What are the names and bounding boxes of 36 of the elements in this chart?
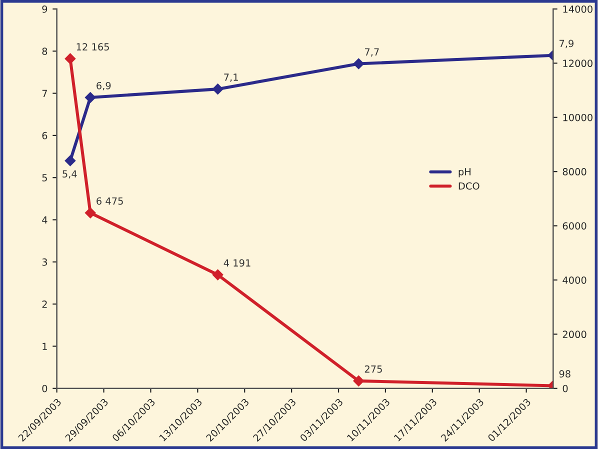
y-tick-label: 7 — [42, 90, 47, 97]
y2-tick-label: 2000 — [562, 330, 586, 338]
data-label: 7,9 — [560, 40, 574, 48]
data-label: 98 — [559, 370, 570, 378]
y2-tick-label: 14000 — [563, 5, 592, 13]
y-tick-label: 8 — [42, 48, 48, 55]
y2-tick-label: 12000 — [563, 60, 592, 68]
data-label: 7,7 — [364, 48, 379, 57]
y-tick-label: 0 — [42, 384, 48, 392]
y-tick-label: 6 — [42, 132, 48, 140]
data-label: 5,4 — [62, 170, 77, 179]
y-tick-label: 5 — [42, 174, 47, 182]
y-tick-label: 1 — [42, 342, 47, 350]
data-label: 12 165 — [76, 43, 109, 51]
data-label: 7,1 — [224, 74, 238, 82]
point — [212, 269, 224, 280]
data-label: 6,9 — [96, 82, 111, 90]
legend-label: DCO — [458, 182, 480, 190]
y2-tick-label: 8000 — [562, 168, 586, 176]
y2-tick-label: 4000 — [562, 276, 586, 284]
data-label: 4 191 — [224, 259, 250, 267]
point — [84, 92, 96, 103]
data-label: 6 475 — [96, 197, 123, 205]
point — [212, 84, 224, 95]
y2-tick-label: 0 — [562, 384, 568, 392]
point — [84, 207, 96, 218]
legend-label: pH — [458, 168, 470, 178]
y2-tick-label: 6000 — [562, 222, 586, 230]
y-tick-label: 3 — [42, 258, 48, 266]
data-label: 275 — [364, 365, 382, 373]
y2-tick-label: 10000 — [563, 114, 592, 122]
point — [64, 155, 76, 166]
point — [64, 53, 76, 64]
y-tick-label: 9 — [42, 5, 48, 13]
y-tick-label: 2 — [42, 300, 47, 308]
y-tick-label: 4 — [42, 216, 48, 224]
